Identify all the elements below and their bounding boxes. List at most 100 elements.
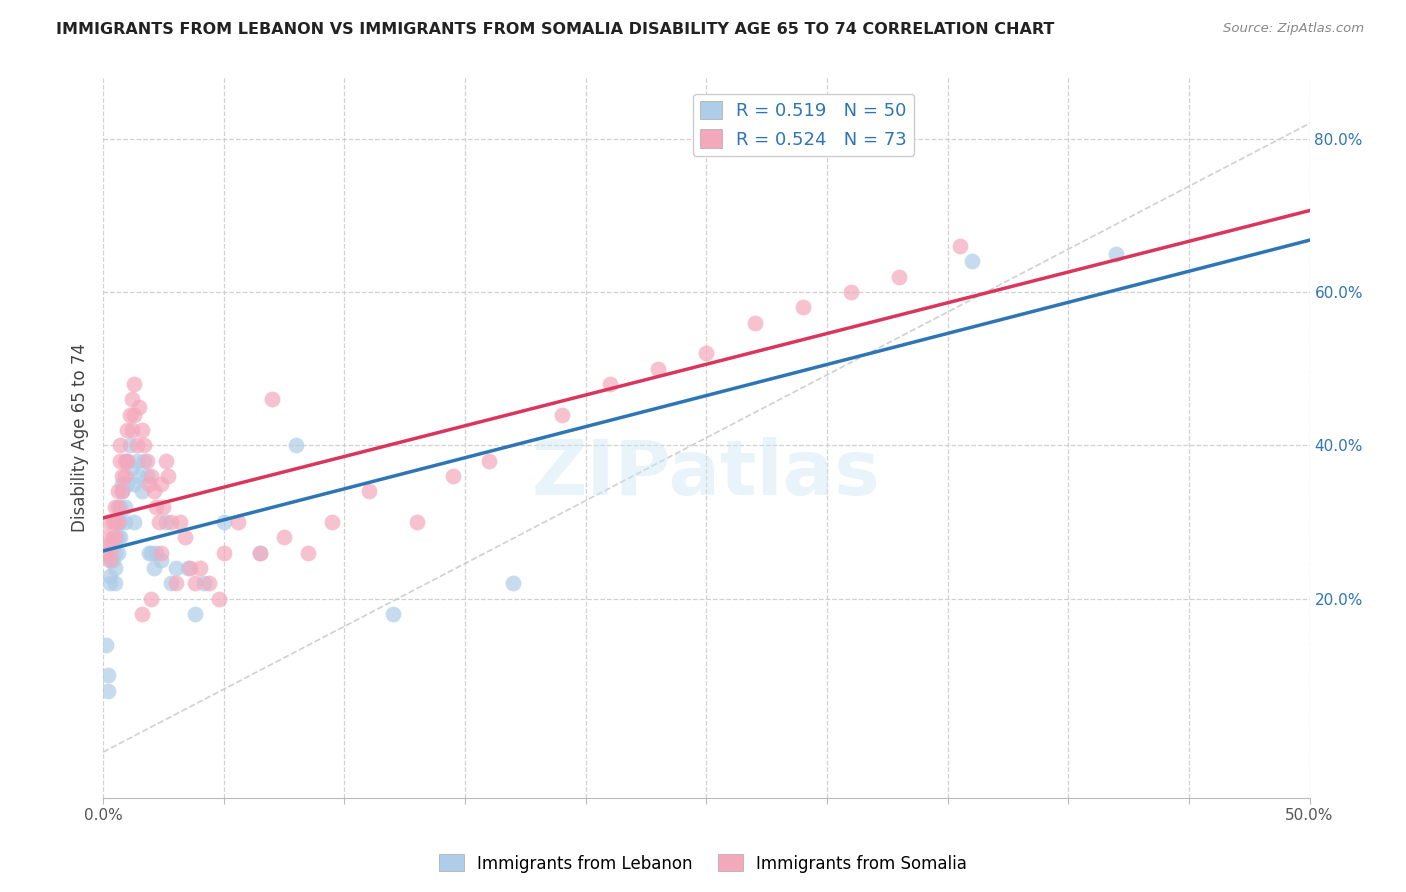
Point <box>381 607 404 621</box>
Point <box>188 561 211 575</box>
Point <box>285 438 308 452</box>
Point <box>142 561 165 575</box>
Point <box>142 484 165 499</box>
Point <box>108 454 131 468</box>
Point <box>108 438 131 452</box>
Point <box>193 576 215 591</box>
Point <box>889 269 911 284</box>
Point <box>949 239 972 253</box>
Point <box>124 408 146 422</box>
Point <box>357 484 380 499</box>
Point <box>118 408 141 422</box>
Legend: Immigrants from Lebanon, Immigrants from Somalia: Immigrants from Lebanon, Immigrants from… <box>432 847 974 880</box>
Point <box>121 423 143 437</box>
Point <box>128 469 150 483</box>
Point <box>124 476 146 491</box>
Point <box>97 668 120 682</box>
Point <box>131 484 153 499</box>
Point <box>141 546 163 560</box>
Point <box>111 484 134 499</box>
Point <box>249 546 271 560</box>
Point <box>107 515 129 529</box>
Point <box>155 454 177 468</box>
Point <box>125 438 148 452</box>
Point <box>108 515 131 529</box>
Point <box>152 500 174 514</box>
Point <box>138 476 160 491</box>
Point <box>98 553 121 567</box>
Point <box>249 546 271 560</box>
Point <box>141 469 163 483</box>
Point <box>104 530 127 544</box>
Point <box>145 546 167 560</box>
Point <box>98 568 121 582</box>
Point <box>131 423 153 437</box>
Point <box>107 500 129 514</box>
Point <box>124 377 146 392</box>
Point <box>179 561 201 575</box>
Point <box>94 546 117 560</box>
Point <box>141 591 163 606</box>
Point <box>98 546 121 560</box>
Point <box>150 553 173 567</box>
Point <box>111 469 134 483</box>
Point <box>101 553 124 567</box>
Point <box>101 538 124 552</box>
Point <box>165 561 187 575</box>
Point <box>150 546 173 560</box>
Point <box>98 553 121 567</box>
Point <box>121 461 143 475</box>
Point <box>165 576 187 591</box>
Point <box>212 515 235 529</box>
Point <box>104 515 127 529</box>
Point <box>441 469 464 483</box>
Point <box>114 469 136 483</box>
Point <box>107 515 129 529</box>
Point <box>226 515 249 529</box>
Point <box>97 683 120 698</box>
Point <box>1105 246 1128 260</box>
Point <box>98 576 121 591</box>
Point <box>174 530 197 544</box>
Point <box>297 546 319 560</box>
Point <box>131 607 153 621</box>
Point <box>101 530 124 544</box>
Text: ZIPatlas: ZIPatlas <box>531 437 880 511</box>
Point <box>695 346 717 360</box>
Point <box>135 454 157 468</box>
Point <box>208 591 231 606</box>
Point <box>839 285 862 299</box>
Point <box>744 316 766 330</box>
Y-axis label: Disability Age 65 to 74: Disability Age 65 to 74 <box>72 343 89 533</box>
Point <box>104 546 127 560</box>
Point <box>138 546 160 560</box>
Point <box>111 484 134 499</box>
Point <box>157 469 180 483</box>
Point <box>169 515 191 529</box>
Point <box>960 254 983 268</box>
Point <box>111 476 134 491</box>
Point <box>148 515 170 529</box>
Point <box>599 377 621 392</box>
Point <box>550 408 572 422</box>
Text: IMMIGRANTS FROM LEBANON VS IMMIGRANTS FROM SOMALIA DISABILITY AGE 65 TO 74 CORRE: IMMIGRANTS FROM LEBANON VS IMMIGRANTS FR… <box>56 22 1054 37</box>
Point <box>159 576 181 591</box>
Point <box>107 546 129 560</box>
Point <box>159 515 181 529</box>
Point <box>118 438 141 452</box>
Point <box>114 515 136 529</box>
Point <box>212 546 235 560</box>
Point <box>104 561 127 575</box>
Point <box>176 561 198 575</box>
Point <box>114 454 136 468</box>
Point <box>184 607 207 621</box>
Point <box>108 500 131 514</box>
Point <box>647 361 669 376</box>
Point <box>135 469 157 483</box>
Point <box>128 400 150 414</box>
Point <box>107 530 129 544</box>
Point <box>198 576 221 591</box>
Point <box>94 638 117 652</box>
Point <box>117 476 139 491</box>
Point <box>104 576 127 591</box>
